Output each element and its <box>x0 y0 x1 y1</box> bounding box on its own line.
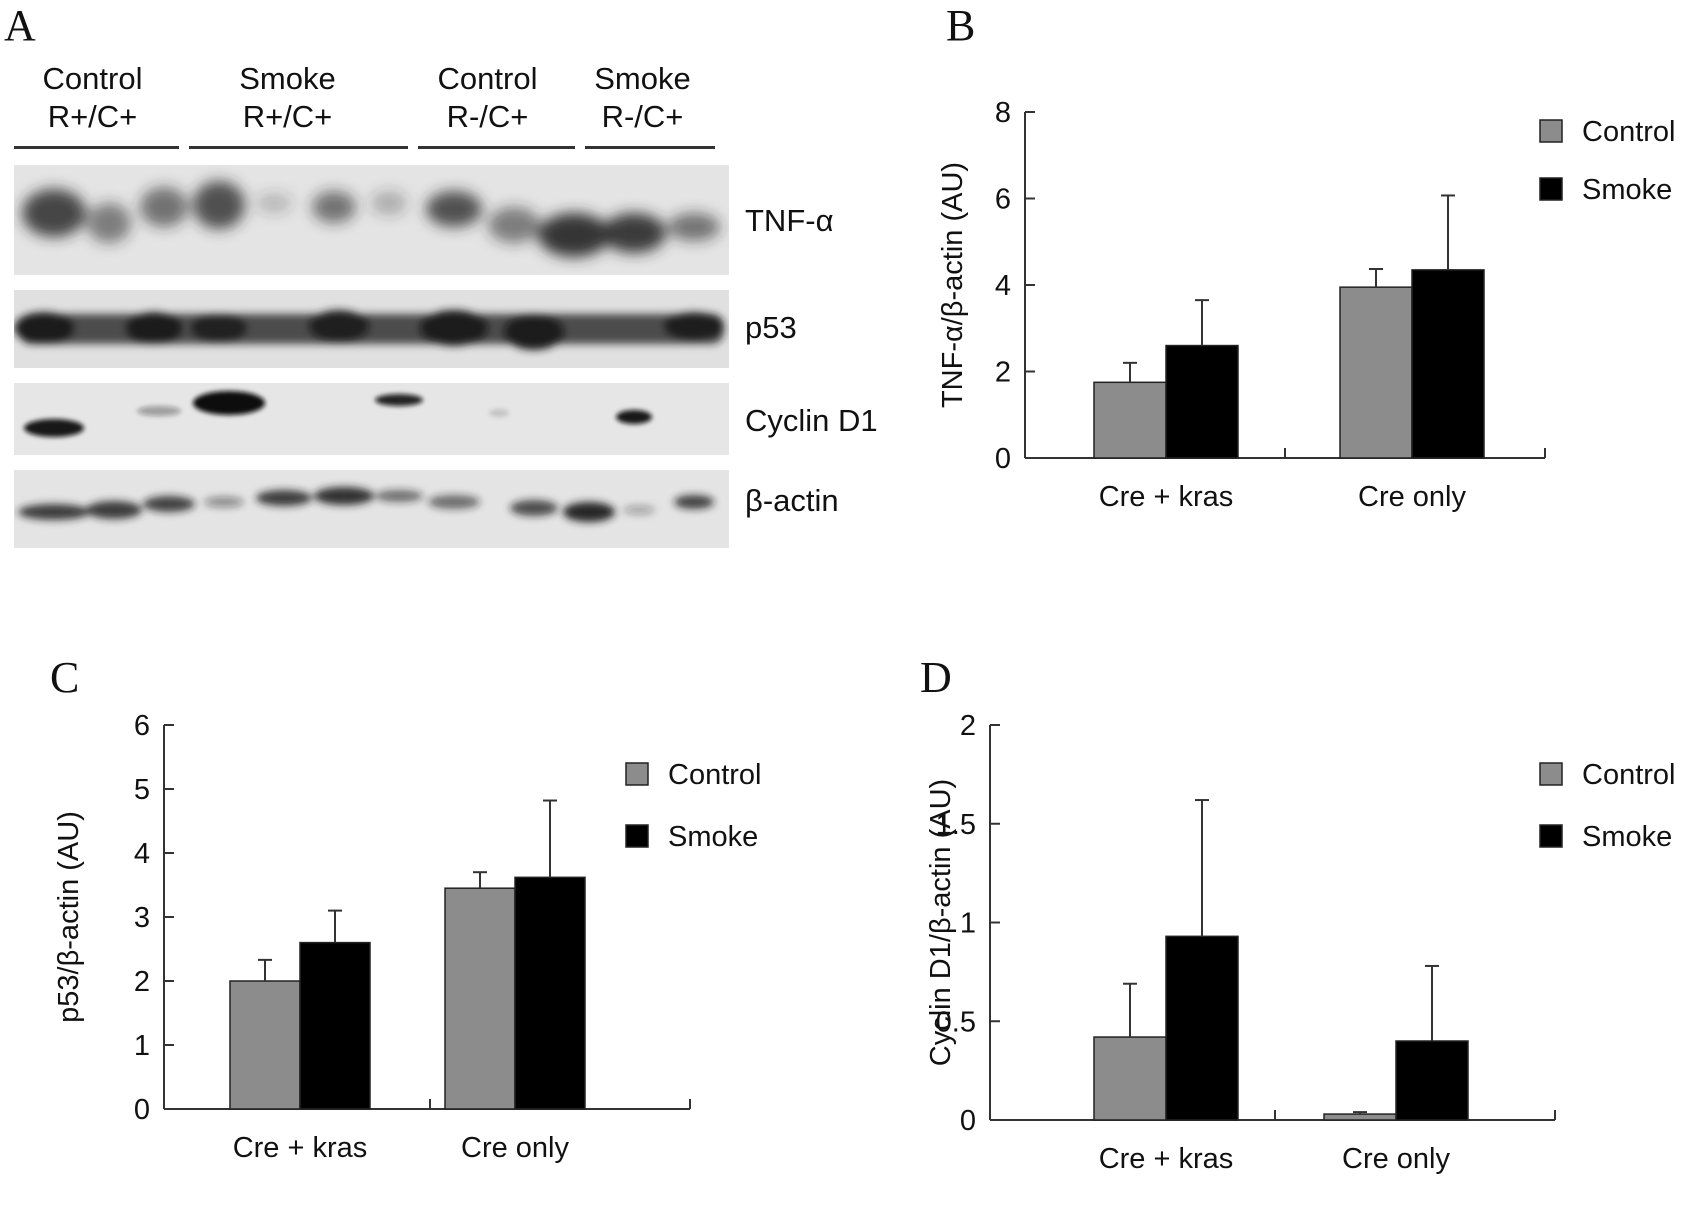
y-tick-label: 8 <box>995 100 1011 129</box>
bar-smoke <box>1165 935 1239 1121</box>
x-category-label: Cre + kras <box>233 1132 368 1164</box>
legend-swatch-smoke <box>625 824 649 848</box>
blot-band-label-tnf-alpha: TNF-α <box>745 203 834 238</box>
bar-control <box>1323 1113 1397 1121</box>
x-category-label: Cre only <box>1358 481 1466 513</box>
bar-control <box>229 980 301 1110</box>
bar-smoke <box>1411 269 1485 459</box>
bar-control <box>1093 1036 1167 1121</box>
legend-label-smoke: Smoke <box>668 821 758 853</box>
bar-smoke <box>514 876 586 1110</box>
x-category-label: Cre + kras <box>1099 1143 1234 1175</box>
blot-group-label: Smoke R+/C+ <box>215 60 360 136</box>
blot-group-divider <box>189 146 408 149</box>
bar-chart-tnf-alpha: 0 2 4 6 8 Cre + kras Cre only TNF-α/β-actin (AU… <box>937 100 1676 513</box>
bar-control <box>444 887 516 1110</box>
panel-label-c: C <box>50 653 80 702</box>
blot-group-divider <box>14 146 179 149</box>
y-tick-label: 0 <box>960 1105 976 1137</box>
blot-group-condition: Smoke <box>239 61 336 96</box>
blot-strip-tnf-alpha <box>14 165 729 275</box>
blot-group-divider <box>418 146 575 149</box>
blot-group-genotype: R+/C+ <box>47 99 138 134</box>
y-tick-label: 4 <box>134 838 150 870</box>
y-tick-label: 3 <box>134 902 150 934</box>
legend-label-control: Control <box>1582 759 1676 791</box>
legend-label-control: Control <box>668 759 762 791</box>
legend-label-smoke: Smoke <box>1582 174 1672 206</box>
y-tick-label: 2 <box>960 710 976 742</box>
y-tick-label: 1.5 <box>936 809 976 841</box>
bar-control <box>1339 286 1413 459</box>
bar-smoke <box>1165 344 1239 459</box>
blot-group-label: Control R-/C+ <box>415 60 560 136</box>
blot-group-genotype: R+/C+ <box>242 99 333 134</box>
y-tick-label: 0 <box>995 443 1011 475</box>
blot-group-genotype: R-/C+ <box>601 99 684 134</box>
y-tick-label: 1 <box>134 1030 150 1062</box>
panel-label-d: D <box>920 653 952 702</box>
y-tick-label: 0.5 <box>936 1006 976 1038</box>
y-tick-label: 2 <box>134 966 150 998</box>
blot-group-condition: Control <box>42 61 143 96</box>
y-tick-label: 6 <box>134 710 150 742</box>
y-axis-label: Cyclin D1/β-actin (AU) <box>925 779 957 1066</box>
x-category-label: Cre + kras <box>1099 481 1234 513</box>
bar-smoke <box>299 941 371 1110</box>
y-tick-label: 4 <box>995 270 1011 302</box>
blot-group-condition: Control <box>437 61 538 96</box>
x-category-label: Cre only <box>461 1132 569 1164</box>
panel-label-a: A <box>4 1 36 50</box>
legend-swatch-control <box>1539 119 1563 143</box>
blot-band-label-p53: p53 <box>745 310 797 345</box>
bar-chart-p53: 0 1 2 3 4 5 6 Cre + kras Cre only p53/β-actin (AU… <box>53 710 762 1164</box>
legend-swatch-smoke <box>1539 824 1563 848</box>
x-category-label: Cre only <box>1342 1143 1450 1175</box>
y-tick-label: 2 <box>995 357 1011 389</box>
blot-group-genotype: R-/C+ <box>446 99 529 134</box>
bar-smoke <box>1395 1040 1469 1121</box>
legend-swatch-control <box>1539 762 1563 786</box>
western-blot-panel: Control R+/C+ Smoke R+/C+ Control R-/C+ … <box>0 0 900 560</box>
y-axis-label: p53/β-actin (AU) <box>53 811 85 1023</box>
blot-group-condition: Smoke <box>594 61 691 96</box>
bar-control <box>1093 381 1167 459</box>
legend-label-control: Control <box>1582 116 1676 148</box>
y-tick-label: 0 <box>134 1094 150 1126</box>
blot-group-label: Smoke R-/C+ <box>570 60 715 136</box>
blot-strip-beta-actin <box>14 470 729 548</box>
legend-label-smoke: Smoke <box>1582 821 1672 853</box>
legend-swatch-control <box>625 762 649 786</box>
y-tick-label: 6 <box>995 184 1011 216</box>
blot-band-label-beta-actin: β-actin <box>745 483 839 518</box>
panel-label-b: B <box>946 1 976 50</box>
bar-chart-cyclin-d1: 0 0.5 1 1.5 2 Cre + kras Cre only Cyclin D1/β-a… <box>925 710 1676 1175</box>
blot-strip-cyclin-d1 <box>14 383 729 455</box>
y-axis-label: TNF-α/β-actin (AU) <box>937 162 969 408</box>
blot-strip-p53 <box>14 290 729 368</box>
blot-group-divider <box>585 146 715 149</box>
blot-band-label-cyclin-d1: Cyclin D1 <box>745 403 878 438</box>
y-tick-label: 5 <box>134 774 150 806</box>
legend-swatch-smoke <box>1539 177 1563 201</box>
y-tick-label: 1 <box>960 908 976 940</box>
blot-group-label: Control R+/C+ <box>20 60 165 136</box>
